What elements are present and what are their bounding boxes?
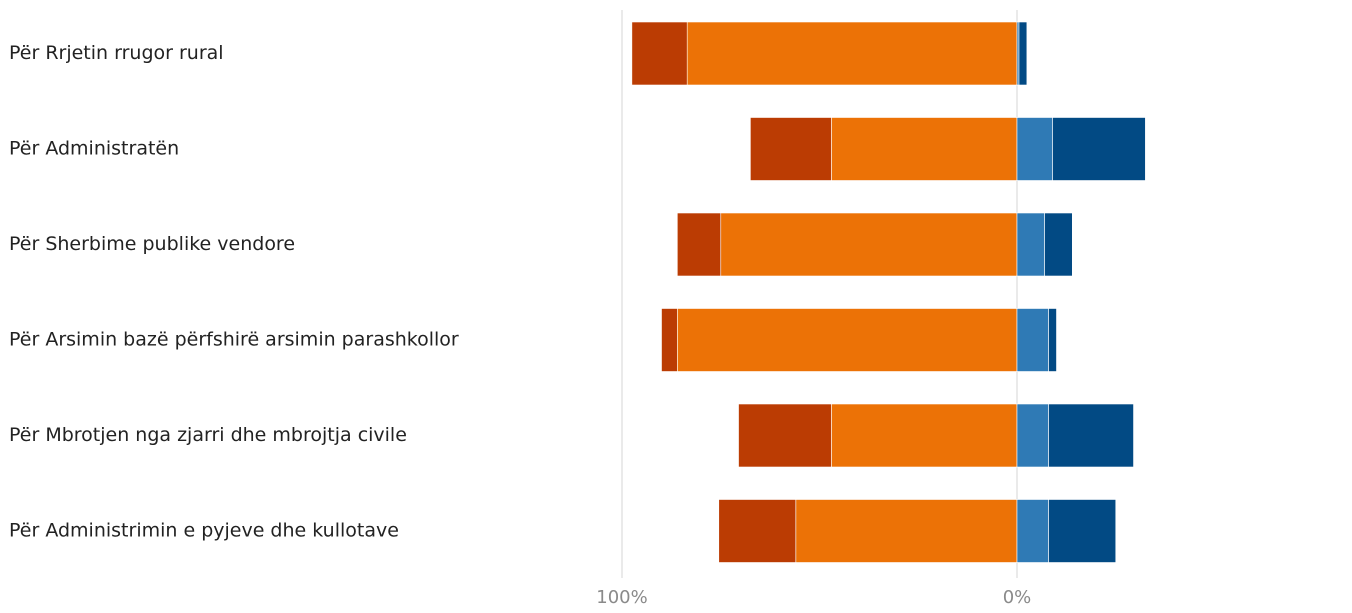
category-labels: Për Rrjetin rrugor rural Për Administratë…	[9, 42, 459, 542]
bar-0-series-3	[1018, 21, 1028, 86]
bar-5-series-2	[1016, 499, 1049, 563]
grid-layer	[621, 10, 1018, 578]
bar-2-series-0	[720, 212, 1018, 277]
bar-1-series-1	[750, 117, 832, 181]
bar-2-series-1	[676, 212, 722, 277]
bar-0-series-1	[631, 21, 688, 86]
category-label-3: Për Arsimin bazë përfshirë arsimin paras…	[9, 329, 459, 351]
x-axis-ticks: 100% 0%	[596, 587, 1031, 608]
bar-2-series-3	[1044, 212, 1073, 277]
category-label-0: Për Rrjetin rrugor rural	[9, 42, 224, 64]
bar-5-series-3	[1048, 499, 1117, 563]
bar-3-series-3	[1048, 308, 1057, 372]
category-label-4: Për Mbrotjen nga zjarri dhe mbrojtja civ…	[9, 424, 407, 446]
bar-3-series-1	[661, 308, 678, 372]
category-label-2: Për Sherbime publike vendore	[9, 233, 295, 255]
bar-1-series-3	[1052, 117, 1146, 181]
bar-3-series-0	[676, 308, 1018, 372]
bar-1-series-2	[1016, 117, 1053, 181]
bar-5-series-0	[795, 499, 1018, 563]
bar-2-series-2	[1016, 212, 1045, 277]
tick-label-0: 100%	[596, 587, 647, 608]
bar-4-series-1	[738, 403, 832, 468]
category-label-5: Për Administrimin e pyjeve dhe kullotave	[9, 520, 399, 542]
bars-layer	[631, 21, 1146, 563]
category-label-1: Për Administratën	[9, 138, 179, 160]
bar-4-series-0	[831, 403, 1018, 468]
tick-label-1: 0%	[1003, 587, 1032, 608]
bar-0-series-0	[686, 21, 1018, 86]
bar-5-series-1	[718, 499, 797, 563]
bar-4-series-2	[1016, 403, 1049, 468]
bar-1-series-0	[831, 117, 1018, 181]
bar-4-series-3	[1048, 403, 1134, 468]
bar-3-series-2	[1016, 308, 1049, 372]
